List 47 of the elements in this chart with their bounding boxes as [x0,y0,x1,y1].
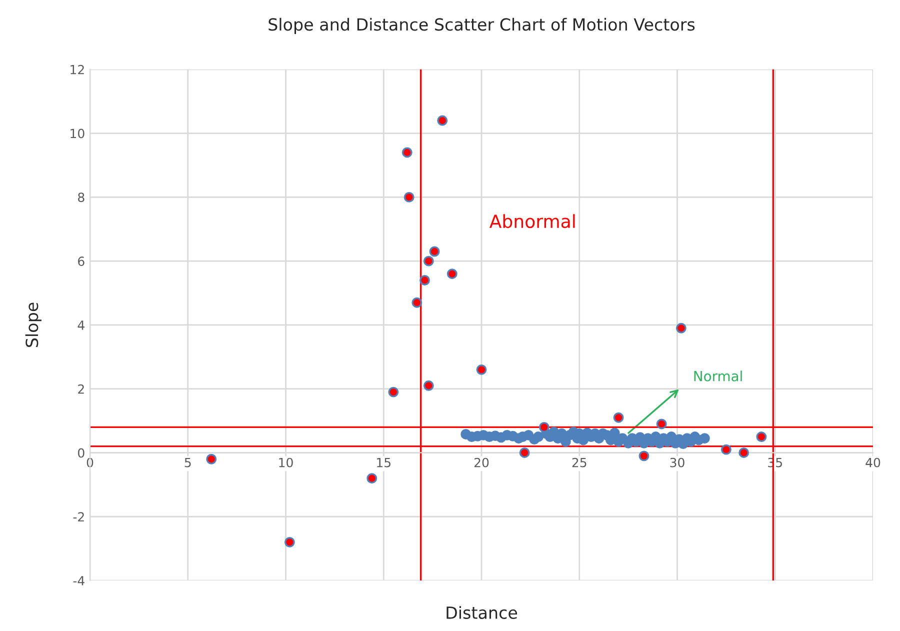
y-axis-title: Slope [25,302,42,347]
y-tick-label: 10 [70,128,84,138]
y-tick-label: 0 [78,448,84,458]
x-tick-label: 5 [184,458,191,468]
point [738,448,750,458]
x-axis-title: Distance [446,606,518,619]
point [412,297,422,308]
point [476,364,487,375]
point [676,322,686,334]
point [446,268,458,280]
x-tick-label: 10 [279,458,293,468]
x-tick-label: 30 [670,458,684,468]
y-tick-label: 6 [78,256,84,266]
point [388,386,399,398]
point [284,536,295,548]
point [423,256,434,266]
annotation: Normal [694,370,742,382]
y-tick-label: 4 [78,320,84,330]
point [656,418,667,430]
annotation: Abnormal [489,214,575,228]
x-tick-label: 25 [572,458,586,468]
point [699,433,710,444]
x-tick-label: 40 [866,458,880,468]
point [429,246,440,257]
x-tick-label: 15 [377,458,390,468]
point [206,454,217,464]
y-tick-label: 8 [78,192,84,202]
point [423,380,434,391]
point [638,450,650,462]
point [609,428,620,438]
point [404,192,414,202]
point [519,448,530,458]
point [402,147,412,158]
chart-title: Slope and Distance Scatter Chart of Motion Vectors [268,18,695,34]
point [613,412,624,423]
point [533,432,544,442]
point [366,473,378,484]
y-tick-label: -2 [73,512,84,522]
point [420,275,430,286]
point [720,444,732,455]
point [756,432,767,442]
point [538,422,550,432]
point [437,115,448,126]
x-tick-label: 20 [474,458,489,468]
y-tick-label: 12 [70,64,84,74]
y-tick-label: -4 [73,576,84,586]
y-tick-label: 2 [78,384,84,394]
